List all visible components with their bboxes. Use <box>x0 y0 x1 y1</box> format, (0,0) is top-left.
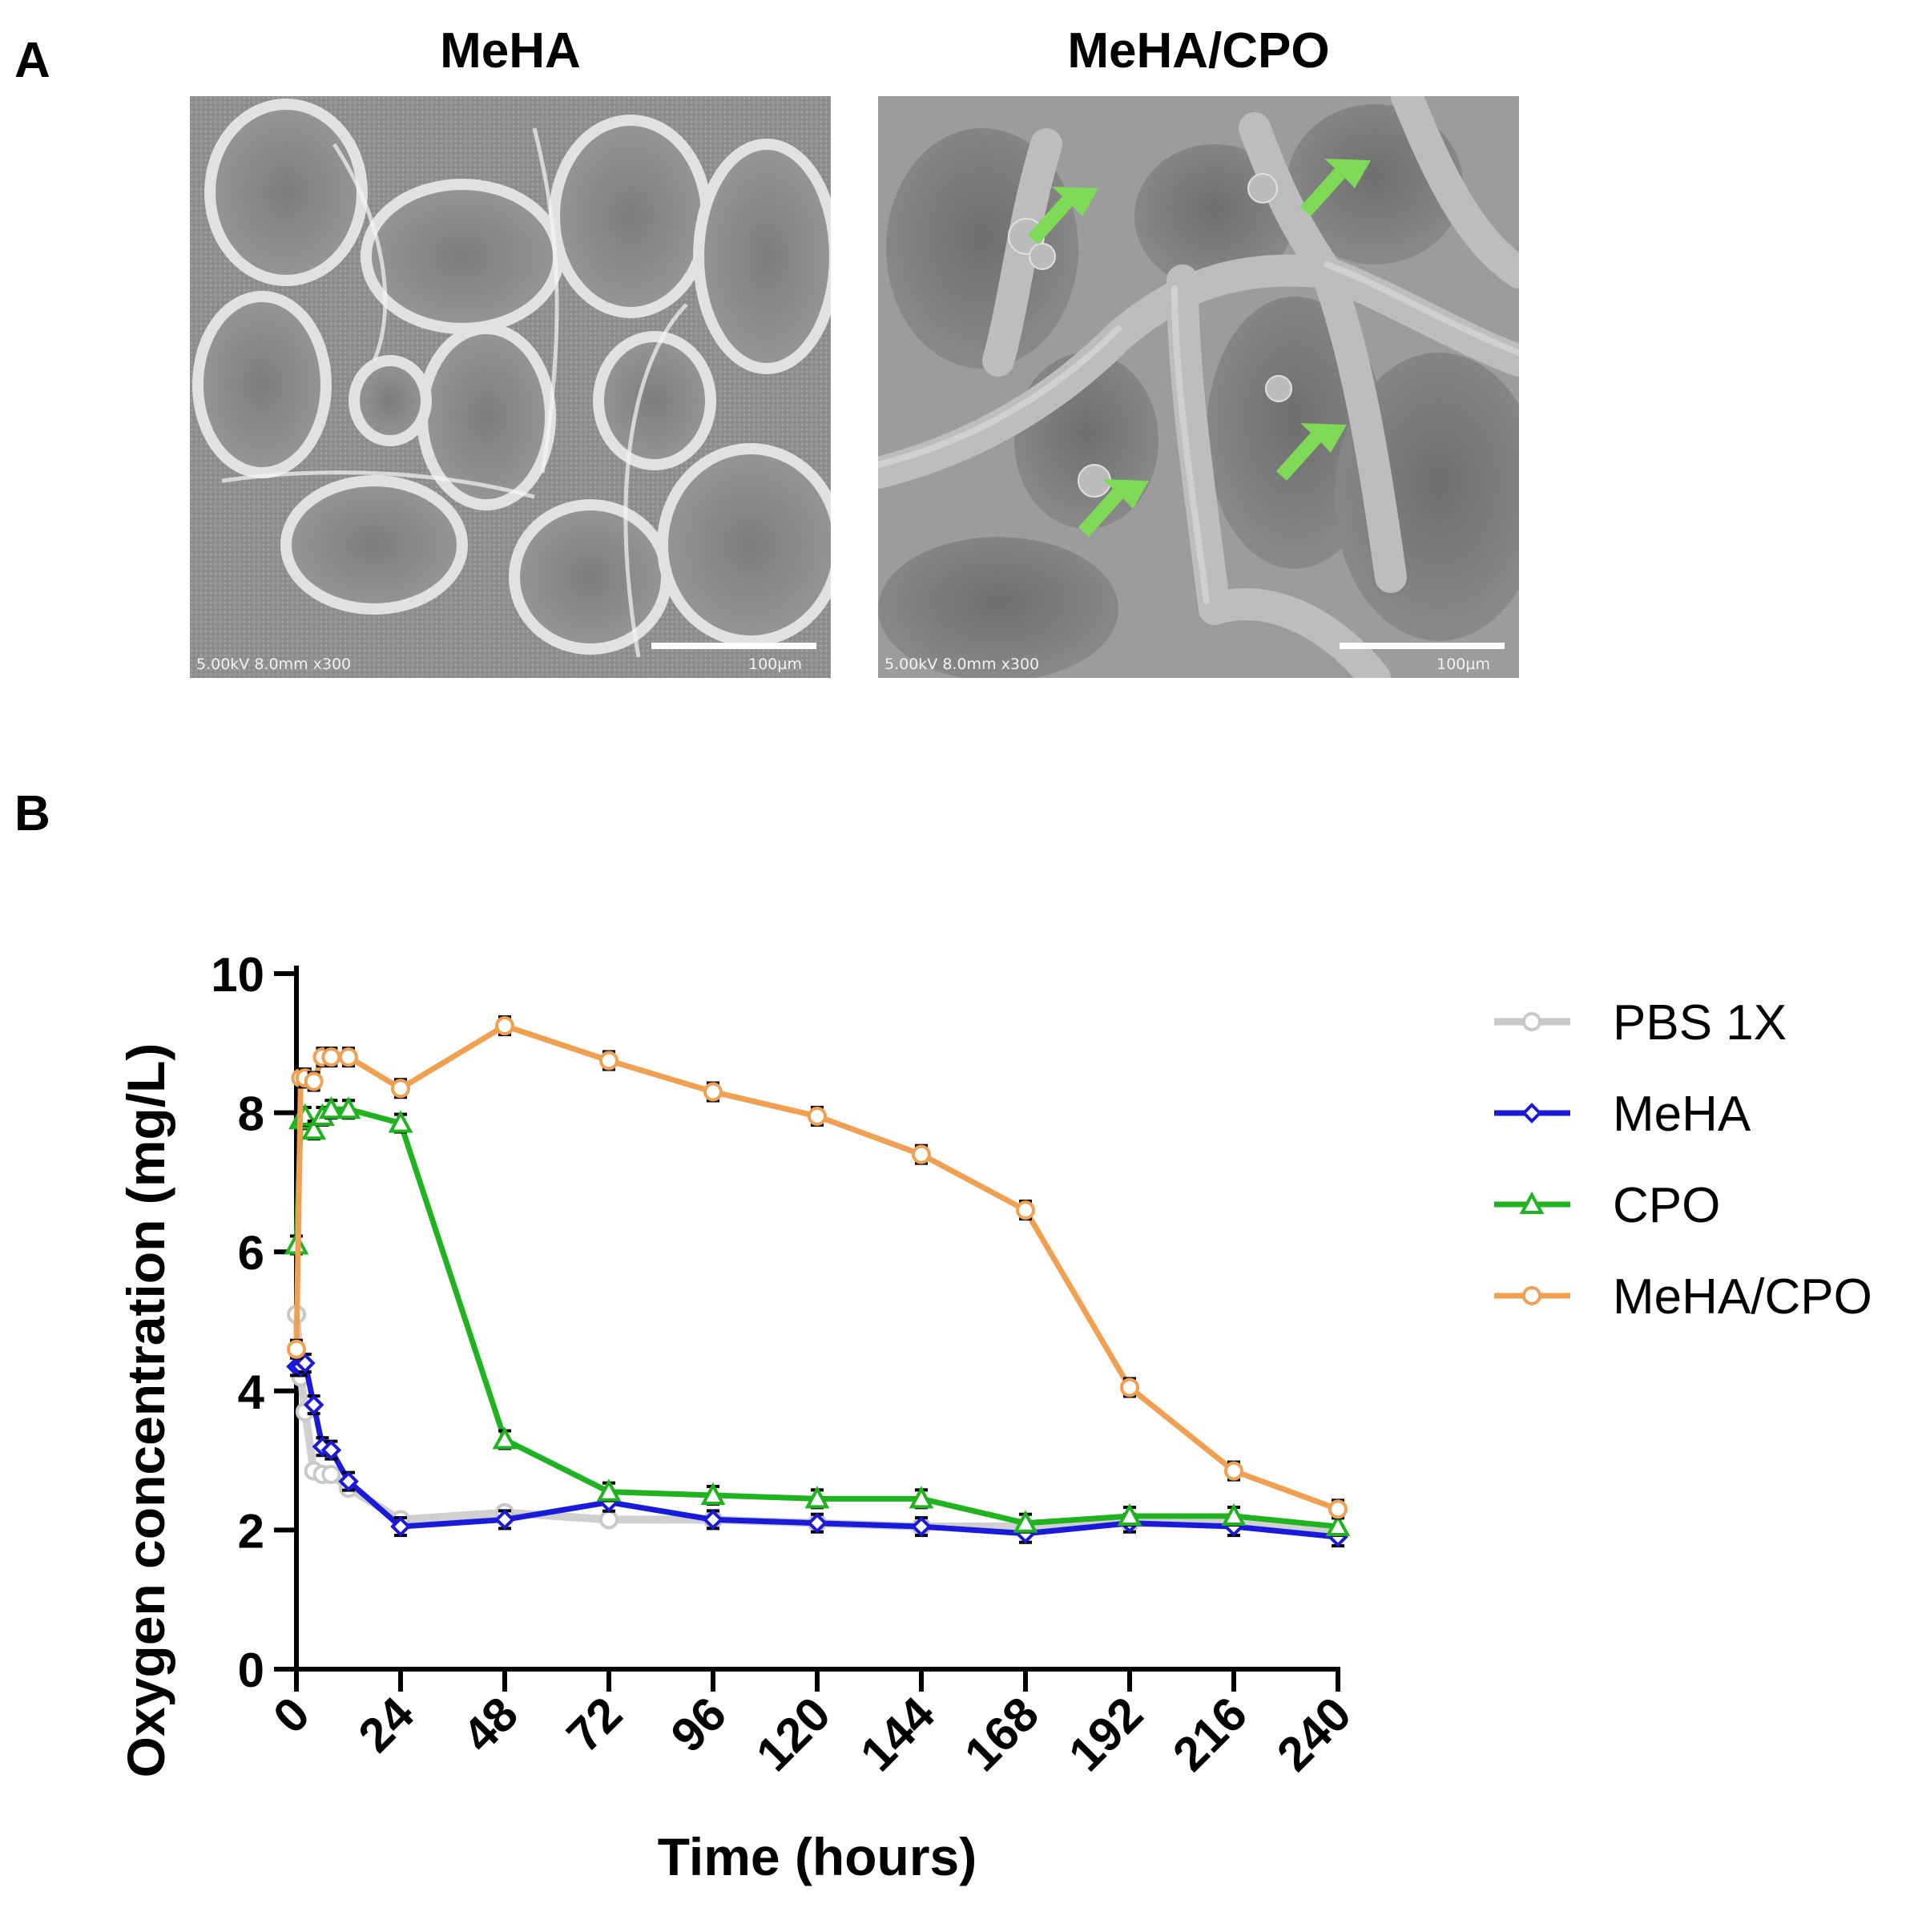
sem-title-meha-cpo: MeHA/CPO <box>1067 23 1330 79</box>
data-point <box>301 1117 327 1140</box>
data-point <box>912 1144 931 1164</box>
sem-image-meha: 5.00kV 8.0mm x300 100µm <box>190 96 831 678</box>
legend-label: CPO <box>1613 1178 1720 1233</box>
data-point <box>808 1106 827 1126</box>
data-point <box>1016 1200 1035 1220</box>
data-point <box>1120 1377 1139 1398</box>
sem-meta-meha-cpo: 5.00kV 8.0mm x300 <box>884 655 1040 673</box>
data-point <box>909 1486 934 1509</box>
y-tick-label: 2 <box>238 1504 264 1558</box>
data-point <box>336 1096 361 1119</box>
x-axis-title: Time (hours) <box>658 1827 977 1886</box>
data-point <box>495 1016 514 1036</box>
x-tick-label: 0 <box>263 1687 320 1744</box>
legend-marker-icon <box>1521 1103 1542 1123</box>
x-tick-label: 144 <box>850 1686 945 1781</box>
data-point <box>807 1512 828 1534</box>
y-tick-label: 4 <box>238 1365 265 1419</box>
panel-a-label: A <box>14 33 50 88</box>
data-point <box>492 1426 518 1450</box>
legend-label: MeHA/CPO <box>1613 1269 1872 1325</box>
panel-b-label: B <box>14 786 50 841</box>
data-point <box>321 1047 341 1067</box>
sem-scale-bar-meha <box>651 643 816 649</box>
y-tick-label: 0 <box>238 1644 264 1697</box>
x-tick-label: 120 <box>746 1687 840 1781</box>
y-tick-label: 6 <box>238 1226 264 1280</box>
data-point <box>700 1482 726 1505</box>
x-tick-label: 168 <box>954 1687 1049 1781</box>
data-point <box>338 1470 359 1492</box>
data-point <box>391 1079 410 1099</box>
data-point <box>318 1096 344 1119</box>
x-tick-label: 72 <box>557 1687 633 1763</box>
data-point <box>304 1071 324 1091</box>
legend-marker-icon <box>1519 1191 1545 1214</box>
data-point <box>287 1339 306 1359</box>
sem-scale-bar-meha-cpo <box>1340 643 1505 649</box>
x-tick-label: 240 <box>1267 1687 1361 1781</box>
data-point <box>339 1047 358 1067</box>
data-point <box>1221 1502 1247 1527</box>
legend-marker-icon <box>1522 1286 1541 1305</box>
x-tick-label: 96 <box>661 1687 737 1763</box>
data-point <box>320 1439 342 1461</box>
legend-item: PBS 1X <box>1494 995 1787 1051</box>
legend-item: MeHA/CPO <box>1494 1269 1872 1325</box>
green-arrow-icon <box>1028 187 1098 244</box>
sem-texture-meha <box>190 96 831 678</box>
green-arrow-icon <box>1300 159 1371 216</box>
x-tick-label: 192 <box>1058 1687 1153 1781</box>
data-point <box>1013 1510 1038 1533</box>
sem-meta-meha: 5.00kV 8.0mm x300 <box>196 655 352 673</box>
series-line <box>293 1106 1339 1530</box>
data-point <box>321 1464 341 1484</box>
series-cpo <box>284 1096 1351 1538</box>
legend-label: PBS 1X <box>1613 995 1787 1051</box>
data-point <box>388 1110 413 1133</box>
series-line <box>296 1360 1339 1540</box>
green-arrow-icon <box>1078 479 1149 537</box>
data-point <box>703 1082 723 1102</box>
data-point <box>703 1509 723 1531</box>
data-point <box>596 1478 622 1502</box>
legend-label: MeHA <box>1613 1087 1751 1142</box>
data-point <box>804 1486 830 1509</box>
data-point <box>1224 1461 1243 1481</box>
chart-legend: PBS 1X MeHA CPO MeHA/CPO <box>1494 995 1872 1325</box>
data-point <box>494 1509 515 1531</box>
y-tick-label: 8 <box>238 1087 264 1141</box>
data-point <box>303 1394 324 1415</box>
series-line <box>293 1022 1340 1512</box>
data-point <box>1117 1502 1142 1527</box>
legend-marker-icon <box>1522 1012 1541 1031</box>
y-axis-title: Oxygen concentration (mg/L) <box>116 1043 175 1778</box>
green-arrow-icon <box>1276 423 1347 481</box>
series-meha-cpo <box>287 1015 1348 1520</box>
x-tick-label: 48 <box>453 1687 529 1763</box>
legend-item: MeHA <box>1494 1087 1751 1142</box>
data-point <box>1325 1513 1351 1537</box>
y-tick-label: 10 <box>211 948 264 1002</box>
legend-item: CPO <box>1494 1178 1720 1233</box>
data-point <box>911 1516 932 1537</box>
data-point <box>599 1051 618 1071</box>
sem-texture-meha-cpo <box>878 96 1519 678</box>
sem-scale-label-meha: 100µm <box>748 655 802 673</box>
data-point <box>599 1510 618 1530</box>
sem-image-meha-cpo: 5.00kV 8.0mm x300 100µm <box>878 96 1519 678</box>
x-tick-label: 24 <box>349 1686 425 1762</box>
data-point <box>390 1516 411 1537</box>
chart-series <box>284 1015 1351 1548</box>
sem-title-meha: MeHA <box>440 23 581 79</box>
data-point <box>1328 1499 1348 1519</box>
sem-scale-label-meha-cpo: 100µm <box>1436 655 1490 673</box>
x-tick-label: 216 <box>1162 1687 1257 1781</box>
